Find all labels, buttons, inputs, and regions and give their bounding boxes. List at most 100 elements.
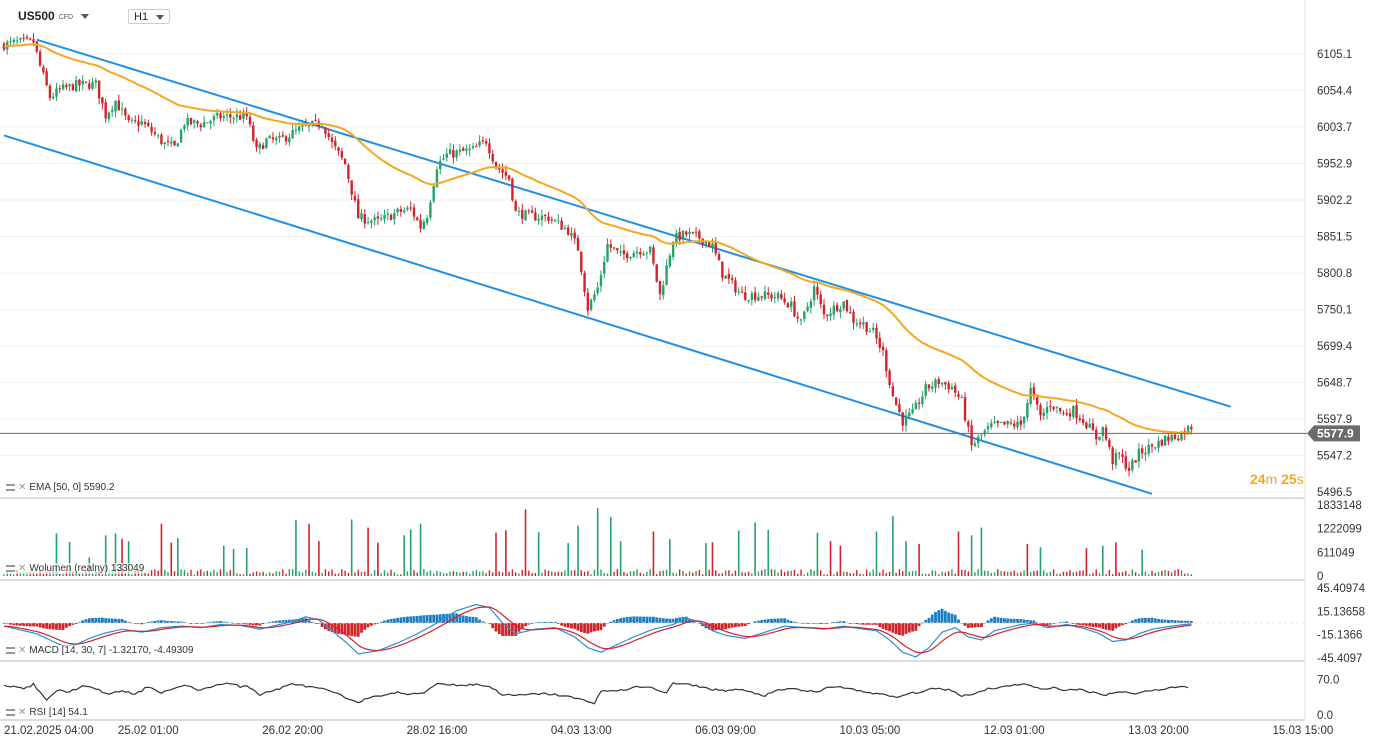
candle-body bbox=[855, 323, 858, 325]
macd-histogram-bar bbox=[609, 621, 613, 623]
macd-histogram-bar bbox=[294, 619, 298, 623]
macd-histogram-bar bbox=[622, 617, 626, 623]
macd-histogram-bar bbox=[61, 623, 65, 631]
candle-body bbox=[655, 264, 658, 282]
candle-body bbox=[878, 337, 881, 348]
macd-histogram-bar bbox=[1035, 622, 1039, 624]
candle-body bbox=[501, 169, 504, 173]
candle-body bbox=[694, 231, 698, 233]
close-icon[interactable]: ✕ bbox=[18, 482, 27, 493]
macd-histogram-bar bbox=[376, 623, 380, 624]
menu-icon[interactable] bbox=[6, 484, 15, 491]
candle-body bbox=[704, 242, 708, 245]
candle-body bbox=[337, 147, 340, 152]
ema-legend-text: EMA [50, 0] 5590.2 bbox=[29, 482, 115, 493]
candle-body bbox=[803, 311, 806, 320]
candle-body bbox=[822, 304, 826, 315]
candle-body bbox=[776, 292, 780, 299]
menu-icon[interactable] bbox=[6, 647, 15, 654]
macd-histogram-bar bbox=[520, 623, 524, 629]
macd-histogram-bar bbox=[146, 622, 150, 623]
candle-body bbox=[202, 122, 206, 128]
candle-body bbox=[281, 135, 284, 137]
candle-body bbox=[425, 218, 429, 224]
macd-histogram-bar bbox=[173, 621, 176, 623]
macd-histogram-bar bbox=[1160, 619, 1164, 623]
candle-body bbox=[455, 150, 458, 158]
candle-body bbox=[156, 135, 160, 137]
candle-body bbox=[947, 383, 950, 390]
trend-channel[interactable] bbox=[3, 38, 1232, 495]
macd-histogram-bar bbox=[724, 623, 727, 630]
candle-body bbox=[780, 293, 783, 299]
macd-histogram-bar bbox=[1170, 620, 1174, 623]
macd-histogram-bar bbox=[986, 620, 990, 623]
menu-icon[interactable] bbox=[6, 709, 15, 716]
macd-histogram-bar bbox=[478, 619, 481, 623]
macd-histogram-bar bbox=[980, 623, 983, 628]
candle-body bbox=[845, 300, 849, 312]
timeframe-selector[interactable]: H1 bbox=[128, 9, 170, 24]
macd-histogram-bar bbox=[871, 623, 875, 625]
time-tick-label: 21.02.2025 04:00 bbox=[4, 725, 94, 737]
candle-body bbox=[681, 230, 685, 240]
macd-histogram-bar bbox=[274, 620, 278, 623]
macd-histogram-bar bbox=[248, 623, 252, 625]
candle-body bbox=[642, 253, 645, 256]
symbol-selector[interactable]: US500 CFD bbox=[18, 6, 90, 26]
macd-histogram-bar bbox=[494, 623, 498, 632]
rsi-tick-label: 0.0 bbox=[1317, 710, 1333, 722]
candle-body bbox=[521, 209, 524, 220]
menu-icon[interactable] bbox=[6, 565, 15, 572]
macd-histogram-bar bbox=[25, 623, 29, 627]
candle-body bbox=[967, 421, 970, 427]
candle-body bbox=[862, 322, 865, 325]
candle-body bbox=[1150, 444, 1154, 447]
candle-body bbox=[29, 38, 32, 40]
candle-body bbox=[475, 146, 478, 148]
candle-body bbox=[1042, 412, 1045, 417]
macd-histogram-bar bbox=[481, 621, 485, 623]
candle-body bbox=[1111, 447, 1114, 465]
candle-body bbox=[252, 125, 255, 141]
candle-body bbox=[1108, 440, 1111, 447]
candle-body bbox=[589, 299, 593, 310]
macd-histogram-bar bbox=[1180, 620, 1183, 624]
candle-body bbox=[1072, 406, 1075, 417]
macd-histogram-bar bbox=[392, 618, 396, 623]
candle-body bbox=[1180, 431, 1183, 441]
close-icon[interactable]: ✕ bbox=[18, 563, 27, 574]
close-icon[interactable]: ✕ bbox=[18, 707, 27, 718]
macd-histogram-bar bbox=[766, 619, 770, 623]
macd-histogram-bar bbox=[333, 623, 337, 634]
candle-body bbox=[547, 216, 550, 221]
candle-body bbox=[622, 250, 626, 255]
candle-body bbox=[61, 84, 65, 89]
rsi-legend[interactable]: ✕ RSI [14] 54.1 bbox=[6, 707, 88, 718]
close-icon[interactable]: ✕ bbox=[18, 645, 27, 656]
candle-body bbox=[865, 322, 868, 332]
candle-body bbox=[350, 180, 353, 195]
macd-histogram-bar bbox=[353, 623, 357, 637]
candle-body bbox=[986, 426, 990, 430]
macd-histogram-bar bbox=[812, 623, 816, 624]
ema-legend[interactable]: ✕ EMA [50, 0] 5590.2 bbox=[6, 482, 115, 493]
candle-body bbox=[481, 140, 485, 142]
candle-body bbox=[819, 294, 822, 304]
candle-body bbox=[9, 41, 12, 43]
macd-histogram-bar bbox=[1150, 617, 1154, 623]
candle-body bbox=[1177, 438, 1180, 441]
candle-body bbox=[799, 319, 803, 321]
macd-histogram-bar bbox=[1091, 623, 1095, 627]
time-tick-label: 12.03 01:00 bbox=[984, 725, 1045, 737]
candle-body bbox=[796, 316, 799, 319]
candle-body bbox=[626, 253, 629, 259]
macd-histogram-bar bbox=[996, 617, 1000, 624]
candle-body bbox=[196, 121, 199, 124]
candle-body bbox=[652, 247, 655, 264]
volume-legend[interactable]: ✕ Wolumen (realny) 133049 bbox=[6, 563, 145, 574]
macd-legend[interactable]: ✕ MACD [14, 30, 7] -1.32170, -4.49309 bbox=[6, 645, 194, 656]
candle-body bbox=[996, 420, 1000, 423]
macd-histogram-bar bbox=[219, 621, 222, 623]
